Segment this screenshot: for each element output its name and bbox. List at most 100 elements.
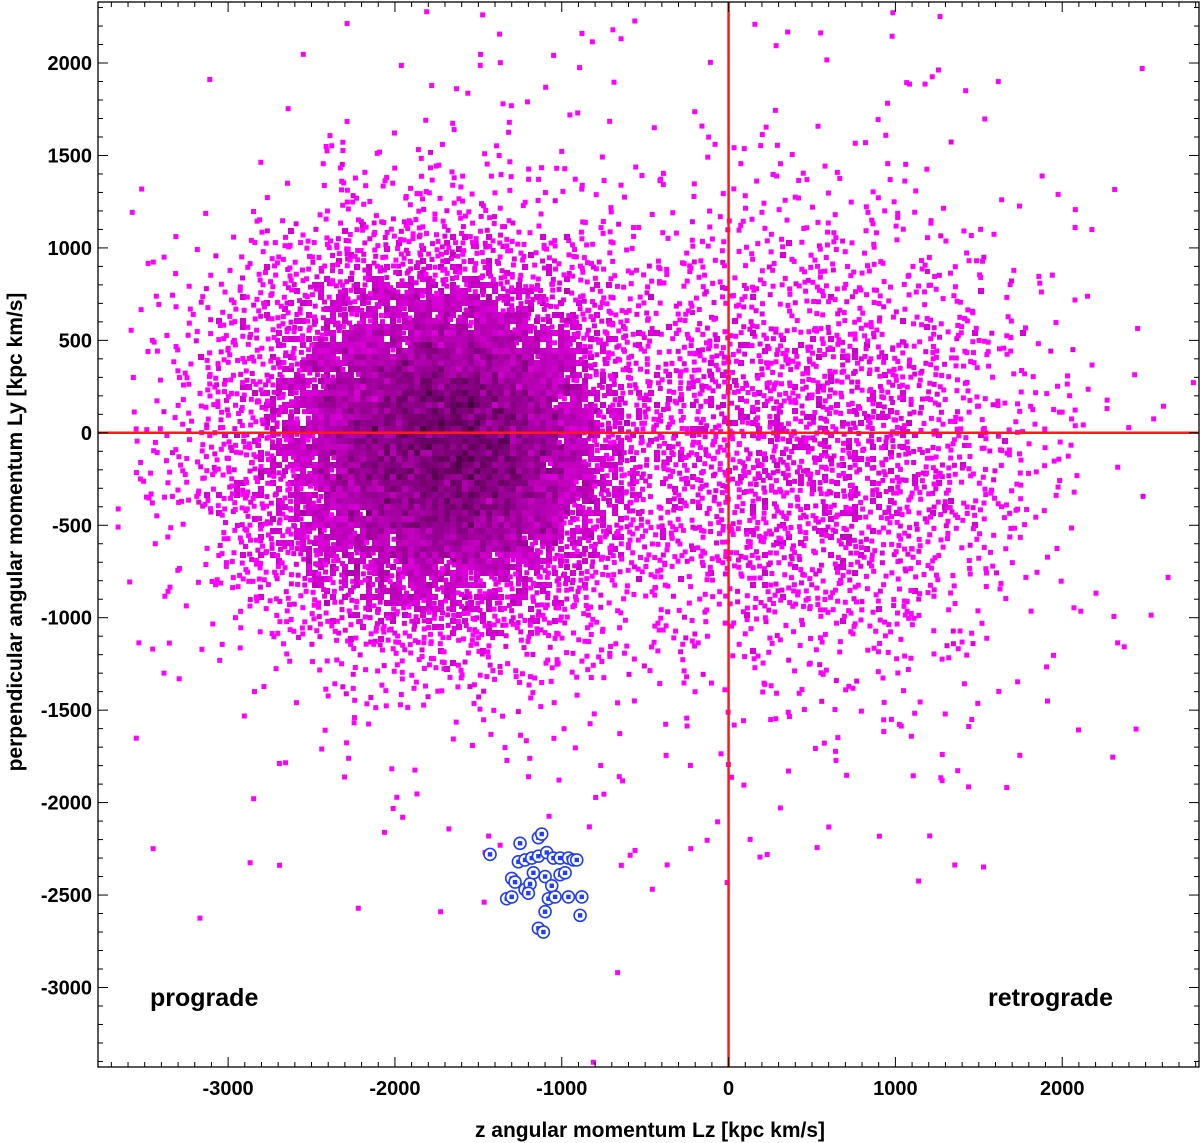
scatter-point [352, 175, 358, 181]
scatter-point [510, 220, 516, 226]
scatter-point [305, 383, 311, 389]
scatter-point [198, 403, 204, 409]
density-cell [474, 444, 480, 450]
scatter-point [204, 425, 210, 431]
scatter-point [656, 443, 662, 449]
density-cell [420, 576, 426, 582]
scatter-point [418, 155, 424, 161]
density-cell [570, 324, 576, 330]
density-cell [426, 276, 432, 282]
density-cell [288, 300, 294, 306]
density-cell [408, 432, 414, 438]
density-cell [540, 396, 546, 402]
scatter-point [686, 600, 692, 606]
scatter-point [578, 294, 584, 300]
density-cell [462, 528, 468, 534]
density-cell [498, 336, 504, 342]
density-cell [336, 396, 342, 402]
scatter-point [237, 419, 243, 425]
density-cell [504, 564, 510, 570]
density-cell [474, 306, 480, 312]
density-cell [450, 456, 456, 462]
density-cell [342, 378, 348, 384]
density-cell [660, 480, 666, 486]
density-cell [582, 348, 588, 354]
scatter-point [575, 588, 581, 594]
density-cell [324, 450, 330, 456]
scatter-point [953, 363, 959, 369]
density-cell [426, 444, 432, 450]
density-cell [828, 378, 834, 384]
density-cell [576, 456, 582, 462]
density-cell [564, 390, 570, 396]
scatter-point [859, 530, 865, 536]
density-cell [438, 576, 444, 582]
density-cell [444, 492, 450, 498]
density-cell [480, 474, 486, 480]
scatter-point [648, 509, 654, 515]
scatter-point [406, 218, 412, 224]
scatter-point [946, 473, 952, 479]
scatter-point [244, 432, 250, 438]
scatter-point [175, 487, 181, 493]
scatter-point [831, 453, 837, 459]
scatter-point [509, 307, 515, 313]
density-cell [462, 300, 468, 306]
density-cell [318, 456, 324, 462]
scatter-point [977, 531, 983, 537]
density-cell [492, 588, 498, 594]
density-cell [438, 366, 444, 372]
density-cell [366, 456, 372, 462]
density-cell [558, 558, 564, 564]
density-cell [504, 420, 510, 426]
scatter-point [897, 558, 903, 564]
density-cell [594, 426, 600, 432]
scatter-point [349, 270, 355, 276]
density-cell [450, 402, 456, 408]
density-cell [330, 318, 336, 324]
scatter-point [350, 578, 356, 584]
scatter-point [539, 602, 545, 608]
scatter-point [405, 225, 411, 231]
density-cell [558, 372, 564, 378]
scatter-point [472, 289, 478, 295]
scatter-point [589, 563, 595, 569]
density-cell [294, 492, 300, 498]
density-cell [456, 540, 462, 546]
scatter-point [236, 411, 242, 417]
scatter-point [618, 319, 624, 325]
scatter-point [250, 578, 256, 584]
scatter-point [416, 208, 422, 214]
scatter-point [314, 274, 320, 280]
scatter-point [492, 190, 498, 196]
density-cell [366, 396, 372, 402]
scatter-point [307, 625, 313, 631]
scatter-point [301, 409, 307, 415]
scatter-point [867, 420, 873, 426]
density-cell [528, 504, 534, 510]
scatter-point [946, 607, 952, 613]
density-cell [486, 402, 492, 408]
density-cell [564, 426, 570, 432]
scatter-point [505, 594, 511, 600]
scatter-point [622, 400, 628, 406]
density-cell [348, 330, 354, 336]
scatter-point [398, 251, 404, 257]
scatter-point [730, 476, 736, 482]
scatter-point [560, 188, 566, 194]
scatter-point [638, 516, 644, 522]
density-cell [420, 504, 426, 510]
scatter-point [608, 310, 614, 316]
density-cell [510, 360, 516, 366]
density-cell [534, 342, 540, 348]
density-cell [462, 426, 468, 432]
scatter-point [599, 384, 605, 390]
scatter-point [361, 201, 367, 207]
density-cell [498, 438, 504, 444]
scatter-point [249, 556, 255, 562]
density-cell [318, 516, 324, 522]
density-cell [558, 354, 564, 360]
density-cell [318, 336, 324, 342]
density-cell [486, 234, 492, 240]
density-cell [444, 528, 450, 534]
